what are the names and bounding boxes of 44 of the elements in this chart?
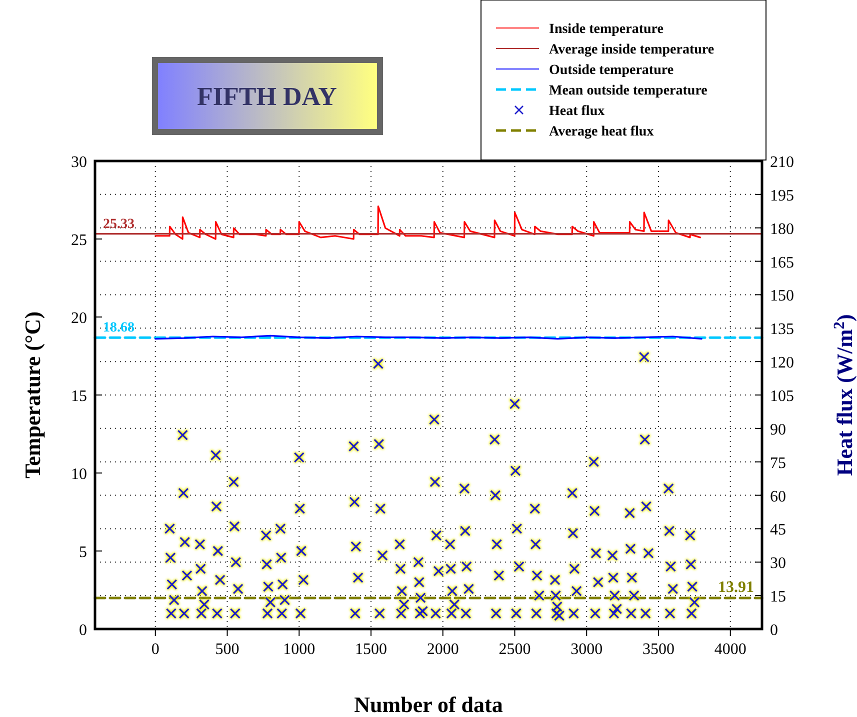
y-tick-label: 15 [71, 388, 87, 405]
x-tick-label: 3500 [642, 641, 674, 658]
y-tick-label: 30 [71, 154, 87, 171]
y2-tick-label: 75 [770, 454, 786, 472]
y2-tick-label: 180 [770, 220, 794, 238]
x-tick-label: 4000 [714, 641, 746, 658]
y-tick-label: 10 [71, 466, 87, 483]
y2-tick-label: 45 [770, 522, 786, 539]
data-label: 18.68 [103, 320, 134, 336]
y2-tick-label: 150 [770, 288, 794, 305]
y2-tick-label: 30 [770, 555, 786, 572]
chart-title: FIFTH DAY [197, 82, 338, 111]
data-label: 13.91 [718, 579, 754, 596]
x-tick-label: 0 [151, 641, 160, 658]
y2-tick-label: 105 [770, 388, 794, 405]
x-tick-label: 2000 [426, 641, 459, 658]
y2-tick-label: 90 [770, 421, 786, 438]
x-tick-label: 500 [215, 641, 240, 658]
x-tick-label: 1000 [283, 641, 316, 658]
y2-tick-label: 165 [770, 254, 794, 272]
x-tick-label: 1500 [355, 641, 387, 658]
y2-tick-label: 135 [770, 321, 794, 338]
line-series [154, 205, 701, 240]
y-tick-label: 20 [71, 310, 87, 327]
y2-tick-label: 0 [770, 622, 778, 639]
y2-tick-label: 60 [770, 488, 786, 506]
y2-tick-label: 195 [770, 187, 794, 204]
y2-tick-label: 120 [770, 354, 794, 372]
legend-label: Inside temperature [549, 22, 664, 37]
data-label: 25.33 [103, 216, 134, 232]
legend-label: Heat flux [549, 104, 605, 119]
y2-tick-label: 15 [770, 588, 786, 606]
x-tick-label: 3000 [570, 641, 603, 658]
legend-label: Average heat flux [549, 124, 654, 140]
y-tick-label: 5 [79, 544, 87, 561]
x-axis-title: Number of data [354, 692, 503, 717]
x-tick-label: 2500 [498, 641, 531, 658]
legend-label: Mean outside temperature [549, 84, 708, 98]
y-axis-title: Temperature (°C) [20, 311, 45, 479]
y2-tick-label: 210 [770, 154, 794, 171]
y-tick-label: 0 [79, 622, 87, 639]
y-tick-label: 25 [71, 232, 87, 249]
legend-label: Average inside temperature [549, 42, 714, 58]
legend-label: Outside temperature [549, 63, 674, 78]
